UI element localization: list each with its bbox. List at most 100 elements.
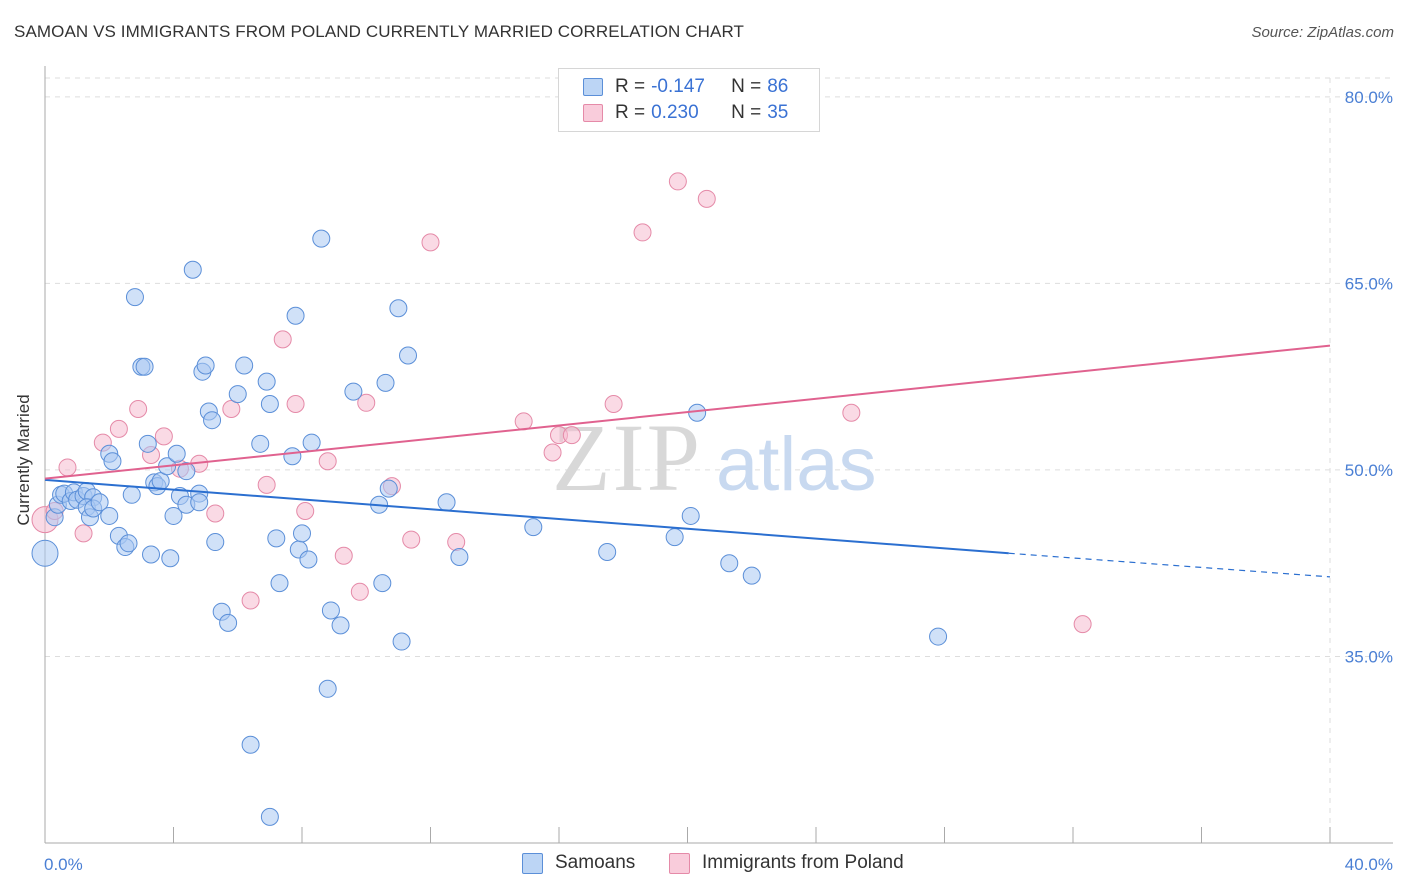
watermark: ZIP atlas bbox=[552, 404, 877, 511]
point-samoan bbox=[196, 356, 215, 375]
y-tick-label: 80.0% bbox=[1345, 88, 1393, 107]
series-legend-samoans[interactable]: Samoans bbox=[522, 852, 635, 874]
point-samoan bbox=[31, 539, 59, 567]
point-immigrants-from-poland bbox=[562, 426, 581, 445]
point-samoan bbox=[389, 299, 408, 318]
point-immigrants-from-poland bbox=[273, 330, 292, 349]
series-immigrants-from-poland bbox=[31, 172, 1092, 634]
grid-layer bbox=[45, 77, 1393, 843]
point-samoan bbox=[720, 554, 739, 573]
point-samoan bbox=[331, 616, 350, 635]
point-immigrants-from-poland bbox=[318, 452, 337, 471]
legend-n-value: 35 bbox=[767, 102, 789, 123]
watermark-zip: ZIP bbox=[552, 404, 702, 511]
y-tick-label: 50.0% bbox=[1345, 461, 1393, 480]
legend-n-label: N = bbox=[731, 76, 762, 97]
point-immigrants-from-poland bbox=[296, 501, 315, 520]
legend-r-label: R = bbox=[615, 102, 646, 123]
point-immigrants-from-poland bbox=[129, 400, 148, 419]
point-samoan bbox=[299, 550, 318, 569]
point-immigrants-from-poland bbox=[109, 419, 128, 438]
point-immigrants-from-poland bbox=[257, 475, 276, 494]
tick-labels: 35.0% 50.0% 65.0% 80.0% 0.0% 40.0% bbox=[44, 88, 1393, 874]
series-samoans bbox=[31, 229, 948, 826]
x-tick-label: 40.0% bbox=[1345, 855, 1393, 874]
legend-n-label: N = bbox=[731, 102, 762, 123]
point-samoan bbox=[177, 462, 196, 481]
point-immigrants-from-poland bbox=[447, 533, 466, 552]
point-samoan bbox=[183, 260, 202, 279]
point-samoan bbox=[135, 357, 154, 376]
source-label: Source: ZipAtlas.com bbox=[1251, 24, 1394, 41]
trend-lines bbox=[44, 344, 1331, 578]
correlation-legend: R = -0.147 N = 86 R = 0.230 N = 35 bbox=[558, 68, 820, 132]
trend-line-immigrants-from-poland bbox=[44, 344, 1331, 480]
point-samoan bbox=[392, 632, 411, 651]
point-samoan bbox=[203, 411, 222, 430]
point-samoan bbox=[257, 372, 276, 391]
point-immigrants-from-poland bbox=[357, 393, 376, 412]
point-immigrants-from-poland bbox=[697, 189, 716, 208]
point-samoan bbox=[283, 447, 302, 466]
point-samoan bbox=[260, 807, 279, 826]
point-samoan bbox=[219, 613, 238, 632]
point-immigrants-from-poland bbox=[842, 403, 861, 422]
point-samoan bbox=[251, 434, 270, 453]
legend-r-label: R = bbox=[615, 76, 646, 97]
point-immigrants-from-poland bbox=[421, 233, 440, 252]
point-samoan bbox=[190, 493, 209, 512]
point-samoan bbox=[119, 534, 138, 553]
point-samoan bbox=[142, 545, 161, 564]
point-samoan bbox=[125, 288, 144, 307]
legend-row-poland: R = 0.230 N = 35 bbox=[583, 100, 788, 126]
legend-r-value: 0.230 bbox=[651, 102, 699, 123]
point-samoan bbox=[100, 506, 119, 525]
point-samoan bbox=[267, 529, 286, 548]
point-samoan bbox=[302, 433, 321, 452]
point-immigrants-from-poland bbox=[543, 443, 562, 462]
point-samoan bbox=[376, 373, 395, 392]
series-legend-poland[interactable]: Immigrants from Poland bbox=[669, 852, 904, 874]
series-legend-label-poland: Immigrants from Poland bbox=[702, 852, 904, 873]
point-immigrants-from-poland bbox=[286, 395, 305, 414]
point-samoan bbox=[379, 479, 398, 498]
y-tick-label: 65.0% bbox=[1345, 274, 1393, 293]
point-samoan bbox=[321, 601, 340, 620]
point-samoan bbox=[437, 493, 456, 512]
point-samoan bbox=[742, 566, 761, 585]
point-samoan bbox=[235, 356, 254, 375]
point-samoan bbox=[665, 528, 684, 547]
point-samoan bbox=[241, 735, 260, 754]
series-legend-label-samoans: Samoans bbox=[555, 852, 636, 873]
legend-row-samoans: R = -0.147 N = 86 bbox=[583, 74, 788, 100]
series-legend-swatch-samoans bbox=[522, 852, 543, 874]
legend-swatch-samoans bbox=[583, 78, 603, 96]
point-immigrants-from-poland bbox=[206, 504, 225, 523]
trend-line-samoans bbox=[44, 478, 1009, 555]
point-immigrants-from-poland bbox=[74, 524, 93, 543]
point-samoan bbox=[260, 395, 279, 414]
point-samoan bbox=[373, 574, 392, 593]
legend-n-value: 86 bbox=[767, 76, 789, 97]
point-immigrants-from-poland bbox=[334, 546, 353, 565]
point-samoan bbox=[929, 627, 948, 646]
point-samoan bbox=[164, 506, 183, 525]
point-samoan bbox=[228, 385, 247, 404]
point-samoan bbox=[270, 574, 289, 593]
point-samoan bbox=[286, 306, 305, 325]
series-legend-swatch-poland bbox=[669, 852, 690, 874]
point-immigrants-from-poland bbox=[633, 223, 652, 242]
trend-line-samoans-extension bbox=[1008, 552, 1331, 578]
point-samoan bbox=[167, 444, 186, 463]
point-samoan bbox=[161, 549, 180, 568]
point-samoan bbox=[598, 543, 617, 562]
watermark-atlas: atlas bbox=[716, 422, 877, 507]
chart-title: SAMOAN VS IMMIGRANTS FROM POLAND CURRENT… bbox=[14, 22, 745, 41]
point-samoan bbox=[399, 346, 418, 365]
point-samoan bbox=[293, 524, 311, 543]
point-immigrants-from-poland bbox=[241, 591, 260, 610]
series-legend: Samoans Immigrants from Poland bbox=[0, 852, 1406, 878]
point-samoan bbox=[90, 493, 109, 512]
point-immigrants-from-poland bbox=[668, 172, 687, 191]
point-immigrants-from-poland bbox=[514, 412, 533, 431]
